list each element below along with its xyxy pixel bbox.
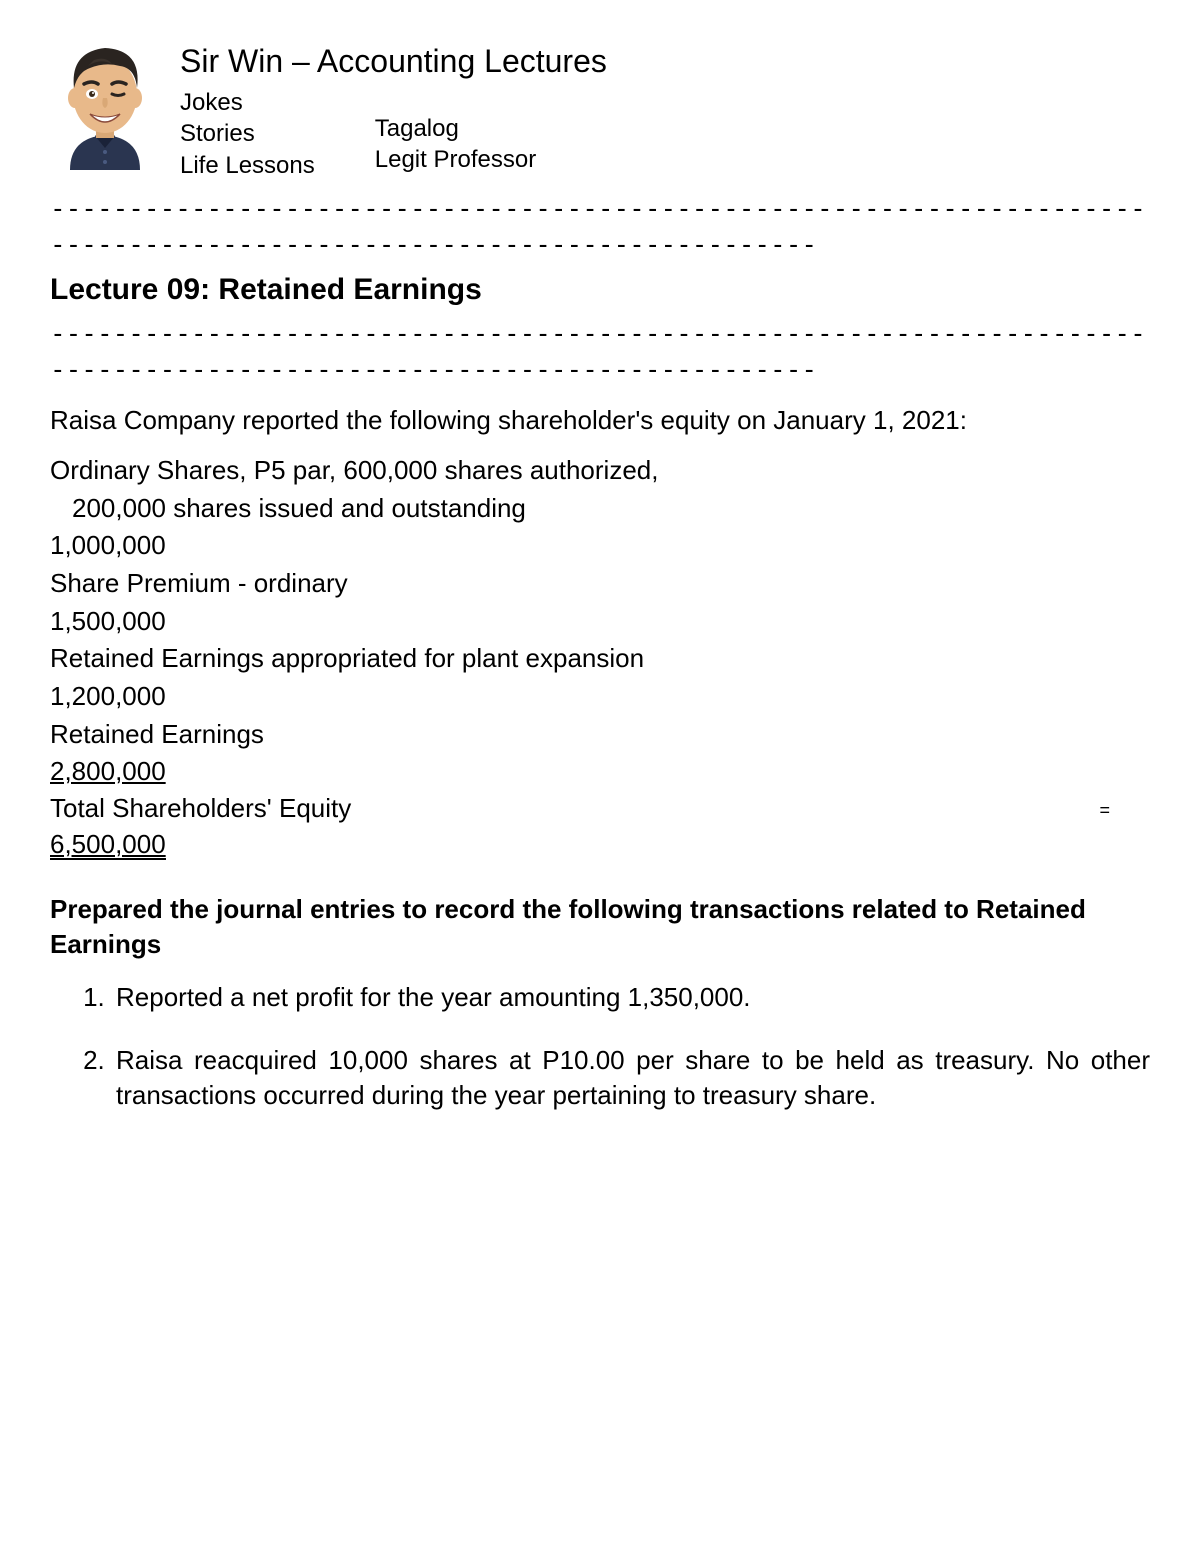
equity-line: Retained Earnings appropriated for plant… <box>50 640 1150 678</box>
list-item: Raisa reacquired 10,000 shares at P10.00… <box>112 1043 1150 1113</box>
tag: Legit Professor <box>375 144 536 175</box>
equity-line: Ordinary Shares, P5 par, 600,000 shares … <box>50 452 1150 490</box>
equity-value: 1,500,000 <box>50 603 1150 641</box>
avatar <box>50 40 160 170</box>
divider: ----------------------------------------… <box>50 191 1150 264</box>
tag-row: Jokes Stories Life Lessons Tagalog Legit… <box>180 87 1150 181</box>
tag: Life Lessons <box>180 150 315 181</box>
equals-symbol: = <box>1099 798 1150 826</box>
equity-total-value: 6,500,000 <box>50 826 1150 864</box>
intro-text: Raisa Company reported the following sha… <box>50 403 1150 438</box>
equity-total-row: Total Shareholders' Equity = <box>50 791 1150 826</box>
equity-line: 200,000 shares issued and outstanding <box>50 490 1150 528</box>
equity-line: Share Premium - ordinary <box>50 565 1150 603</box>
header: Sir Win – Accounting Lectures Jokes Stor… <box>50 40 1150 181</box>
equity-block: Ordinary Shares, P5 par, 600,000 shares … <box>50 452 1150 864</box>
tag: Stories <box>180 118 315 149</box>
tag: Tagalog <box>375 113 536 144</box>
equity-value: 2,800,000 <box>50 753 1150 791</box>
divider: ----------------------------------------… <box>50 316 1150 389</box>
tag-col-left: Jokes Stories Life Lessons <box>180 87 315 181</box>
page-title: Sir Win – Accounting Lectures <box>180 40 1150 83</box>
tag-col-right: Tagalog Legit Professor <box>375 113 536 181</box>
tag: Jokes <box>180 87 315 118</box>
equity-value: 1,000,000 <box>50 527 1150 565</box>
lecture-title: Lecture 09: Retained Earnings <box>50 270 1150 311</box>
equity-line: Retained Earnings <box>50 716 1150 754</box>
header-text: Sir Win – Accounting Lectures Jokes Stor… <box>180 40 1150 181</box>
equity-value: 1,200,000 <box>50 678 1150 716</box>
list-item: Reported a net profit for the year amoun… <box>112 980 1150 1015</box>
transaction-list: Reported a net profit for the year amoun… <box>50 980 1150 1113</box>
equity-line: Total Shareholders' Equity <box>50 791 351 826</box>
instruction: Prepared the journal entries to record t… <box>50 892 1150 962</box>
